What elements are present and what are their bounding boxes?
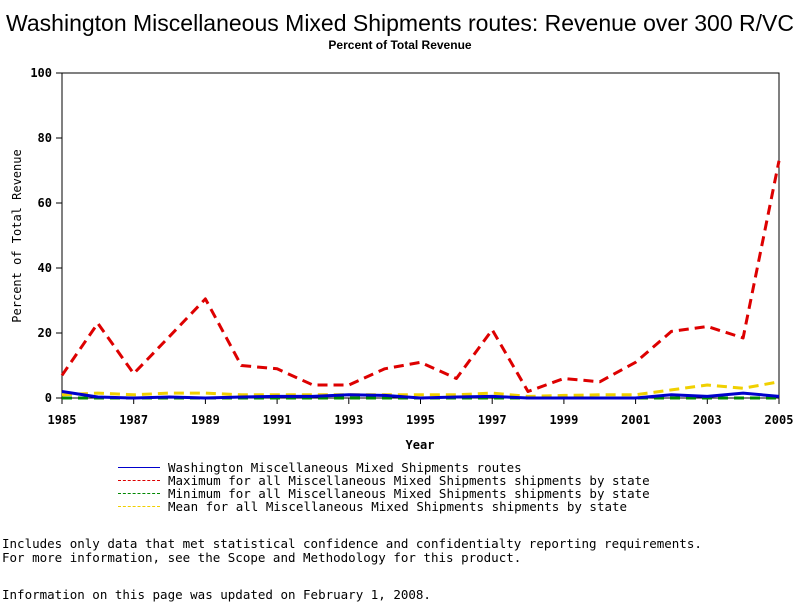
x-tick-label: 1995 xyxy=(406,413,435,427)
x-tick-label: 1999 xyxy=(549,413,578,427)
legend-swatch xyxy=(118,480,160,481)
legend-swatch xyxy=(118,493,160,494)
legend-label: Maximum for all Miscellaneous Mixed Ship… xyxy=(168,473,650,488)
legend-entry: Minimum for all Miscellaneous Mixed Ship… xyxy=(118,487,650,500)
legend-entry: Mean for all Miscellaneous Mixed Shipmen… xyxy=(118,500,650,513)
y-tick-label: 60 xyxy=(38,196,52,210)
series-line-0 xyxy=(61,390,780,400)
x-tick-label: 2003 xyxy=(693,413,722,427)
legend-swatch xyxy=(118,506,160,507)
legend-label: Washington Miscellaneous Mixed Shipments… xyxy=(168,460,522,475)
updated-note: Information on this page was updated on … xyxy=(2,587,431,602)
series-line-3 xyxy=(61,380,780,398)
y-tick-label: 100 xyxy=(30,66,52,80)
y-tick-label: 0 xyxy=(45,391,52,405)
legend-label: Mean for all Miscellaneous Mixed Shipmen… xyxy=(168,499,628,514)
footnotes: Includes only data that met statistical … xyxy=(2,537,702,564)
chart-subtitle: Percent of Total Revenue xyxy=(328,38,472,52)
chart-title: Washington Miscellaneous Mixed Shipments… xyxy=(6,10,794,36)
footnote-confidence: Includes only data that met statistical … xyxy=(2,536,702,551)
y-tick-label: 20 xyxy=(38,326,52,340)
footnote-methodology: For more information, see the Scope and … xyxy=(2,549,522,565)
x-tick-label: 2005 xyxy=(765,413,794,427)
x-tick-label: 1985 xyxy=(48,413,77,427)
series-layer xyxy=(60,160,781,400)
plot-frame xyxy=(61,72,780,399)
x-tick-label: 1993 xyxy=(334,413,363,427)
y-axis-label: Percent of Total Revenue xyxy=(10,149,24,322)
legend-swatch xyxy=(118,467,160,468)
legend-entry: Maximum for all Miscellaneous Mixed Ship… xyxy=(118,474,650,487)
x-tick-label: 1989 xyxy=(191,413,220,427)
x-tick-label: 1997 xyxy=(478,413,507,427)
series-line-1 xyxy=(60,160,781,393)
legend: Washington Miscellaneous Mixed Shipments… xyxy=(118,461,650,513)
line-chart: 0 20 40 60 80 100 1985 1987 1989 1991 1993 1995 1997… xyxy=(10,66,793,452)
x-tick-label: 1991 xyxy=(263,413,292,427)
legend-entry: Washington Miscellaneous Mixed Shipments… xyxy=(118,461,650,474)
y-tick-label: 40 xyxy=(38,261,52,275)
legend-label: Minimum for all Miscellaneous Mixed Ship… xyxy=(168,486,650,501)
axes: 0 20 40 60 80 100 1985 1987 1989 1991 1993 1995 1997… xyxy=(30,66,793,427)
x-tick-label: 1987 xyxy=(119,413,148,427)
x-axis-label: Year xyxy=(406,438,435,452)
y-tick-label: 80 xyxy=(38,131,52,145)
x-tick-label: 2001 xyxy=(621,413,650,427)
